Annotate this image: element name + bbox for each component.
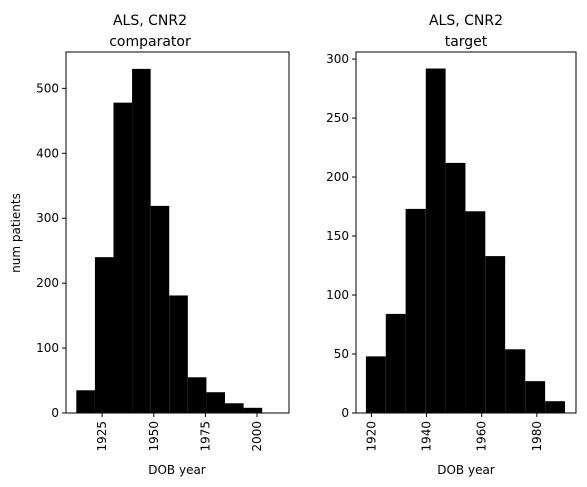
y-tick-label: 0	[341, 406, 349, 420]
y-tick-label: 300	[36, 211, 59, 225]
histogram-bar	[385, 313, 406, 413]
y-tick-label: 250	[326, 111, 349, 125]
y-tick-label: 100	[36, 341, 59, 355]
x-tick-label: 2000	[250, 421, 264, 452]
plot-frame	[65, 51, 290, 414]
histogram-bar	[425, 68, 446, 413]
histogram-bar	[132, 68, 151, 414]
y-axis-label: num patients	[9, 193, 23, 273]
histogram-bar	[525, 381, 546, 413]
y-tick-label: 500	[36, 81, 59, 95]
x-tick-label: 1960	[475, 421, 489, 452]
y-axis-ticks: 0 100 200 300 400 500	[36, 81, 66, 420]
x-tick-label: 1950	[147, 421, 161, 452]
histogram-bar	[445, 162, 466, 413]
histogram-bar	[465, 211, 486, 413]
histogram-bar	[505, 349, 526, 413]
y-tick-label: 0	[51, 406, 59, 420]
histogram-bar	[485, 256, 506, 413]
y-tick-label: 400	[36, 146, 59, 160]
y-tick-label: 200	[326, 170, 349, 184]
y-tick-label: 200	[36, 276, 59, 290]
plot-frame	[355, 51, 577, 414]
x-tick-label: 1925	[95, 421, 109, 452]
histogram-bar	[405, 208, 426, 413]
chart-panel-target: ALS, CNR2 target 0 50 100 150 200 250 300 1920…	[326, 13, 577, 477]
histogram-bar	[187, 377, 207, 413]
histogram-bar	[113, 102, 133, 413]
x-axis-ticks: 1925 1950 1975 2000	[95, 413, 264, 452]
x-tick-label: 1980	[530, 421, 544, 452]
histogram-bar	[94, 257, 114, 413]
chart-subtitle: target	[445, 34, 488, 50]
histogram-bars	[365, 68, 565, 413]
histogram-bar	[365, 356, 386, 413]
histogram-bar	[76, 390, 95, 413]
y-tick-label: 300	[326, 52, 349, 66]
histogram-bar	[545, 401, 565, 413]
histogram-bar	[169, 295, 188, 413]
histogram-bar	[224, 403, 244, 413]
histogram-bar	[243, 407, 263, 413]
x-axis-label: DOB year	[148, 463, 206, 477]
histogram-bar	[150, 205, 170, 413]
histogram-bars	[76, 68, 263, 414]
x-axis-label: DOB year	[437, 463, 495, 477]
x-tick-label: 1940	[420, 421, 434, 452]
chart-subtitle: comparator	[109, 34, 191, 50]
y-axis-ticks: 0 50 100 150 200 250 300	[326, 52, 356, 420]
y-tick-label: 50	[334, 347, 349, 361]
x-tick-label: 1975	[198, 421, 212, 452]
chart-title: ALS, CNR2	[113, 13, 187, 29]
y-tick-label: 150	[326, 229, 349, 243]
y-tick-label: 100	[326, 288, 349, 302]
x-axis-ticks: 1920 1940 1960 1980	[364, 413, 544, 452]
chart-title: ALS, CNR2	[429, 13, 503, 29]
chart-panel-comparator: ALS, CNR2 comparator 0 100 200 300 400 500 19…	[9, 13, 290, 477]
histogram-bar	[206, 392, 225, 413]
x-tick-label: 1920	[364, 421, 378, 452]
